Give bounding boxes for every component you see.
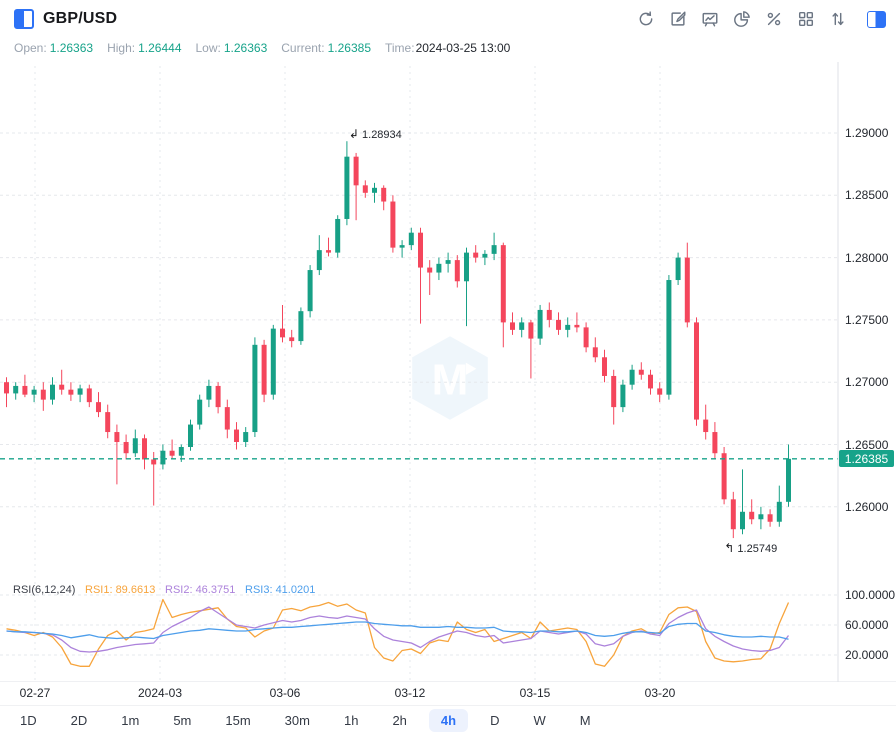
timeframe-d[interactable]: D (478, 709, 511, 732)
presentation-chart-icon[interactable] (701, 10, 719, 28)
info-high: High: 1.26444 (107, 41, 182, 55)
header-toolbar (637, 0, 886, 38)
grid-apps-icon[interactable] (797, 10, 815, 28)
timeframe-5m[interactable]: 5m (161, 709, 203, 732)
info-open: Open: 1.26363 (14, 41, 94, 55)
timeframe-30m[interactable]: 30m (273, 709, 322, 732)
timeframe-2h[interactable]: 2h (380, 709, 418, 732)
time-axis-label: 03-15 (519, 686, 551, 700)
header: GBP/USD (0, 0, 896, 38)
timeframe-m[interactable]: M (568, 709, 603, 732)
time-axis-label: 03-06 (269, 686, 301, 700)
time-axis-label: 03-20 (644, 686, 676, 700)
pie-chart-icon[interactable] (733, 10, 751, 28)
draw-icon[interactable] (669, 10, 687, 28)
timeframe-1h[interactable]: 1h (332, 709, 370, 732)
symbol-flag-icon (14, 9, 34, 29)
timeframe-1m[interactable]: 1m (109, 709, 151, 732)
info-current: Current: 1.26385 (281, 41, 371, 55)
sort-arrows-icon[interactable] (829, 10, 847, 28)
timeframe-w[interactable]: W (521, 709, 557, 732)
timeframe-toolbar: 1D 2D 1m 5m 15m 30m 1h 2h 4h D W M (0, 705, 896, 734)
watermark-logo: M (412, 336, 488, 420)
svg-text:M: M (432, 355, 469, 404)
timeframe-15m[interactable]: 15m (213, 709, 262, 732)
info-time: Time:2024-03-25 13:00 (385, 41, 511, 55)
panel-split-icon[interactable] (867, 10, 886, 28)
ohlc-info-bar: Open: 1.26363 High: 1.26444 Low: 1.26363 Curre… (0, 38, 896, 58)
info-low: Low: 1.26363 (195, 41, 268, 55)
refresh-icon[interactable] (637, 10, 655, 28)
time-axis-label: 02-27 (19, 686, 51, 700)
timeframe-2d[interactable]: 2D (59, 709, 100, 732)
timeframe-1d[interactable]: 1D (8, 709, 49, 732)
time-axis-label: 2024-03 (137, 686, 183, 700)
percent-icon[interactable] (765, 10, 783, 28)
timeframe-4h[interactable]: 4h (428, 708, 469, 732)
time-axis-label: 03-12 (394, 686, 426, 700)
candlestick-chart[interactable]: M 1.29000 1.28500 1.28000 1.27500 1.27000 1.2… (0, 58, 896, 700)
chart-canvas[interactable] (0, 58, 896, 682)
symbol-title: GBP/USD (43, 10, 118, 27)
